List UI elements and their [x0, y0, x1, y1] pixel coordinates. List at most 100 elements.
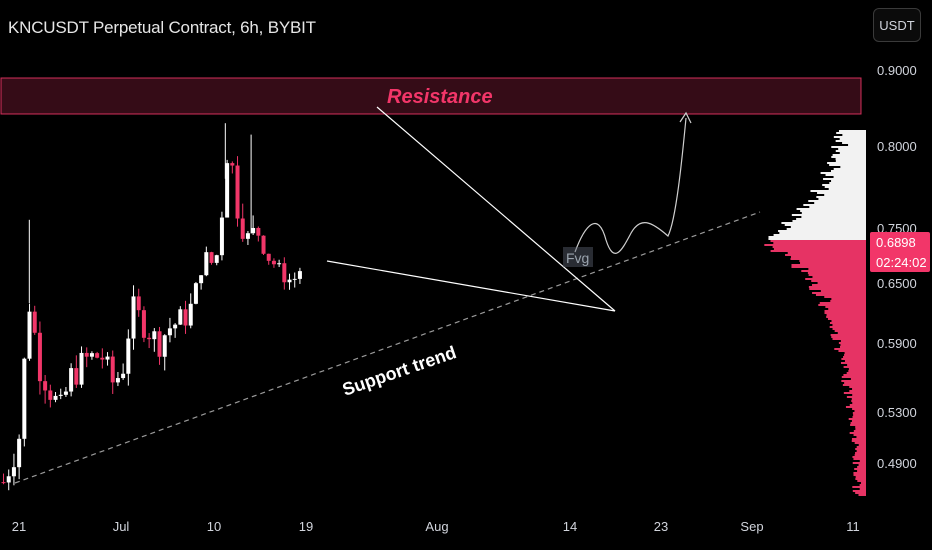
volume-bin [849, 404, 866, 406]
volume-bin [826, 314, 866, 316]
volume-bin [781, 222, 866, 224]
drawings-layer[interactable]: Fvg Resistance Support trend [14, 86, 761, 484]
volume-bin [850, 378, 866, 380]
volume-bin [852, 462, 866, 464]
volume-bin [859, 488, 866, 490]
volume-bin [801, 216, 866, 218]
volume-bin [843, 356, 866, 358]
volume-bin [773, 242, 866, 244]
projected-path[interactable] [574, 117, 687, 254]
candle [178, 306, 183, 325]
volume-bin [852, 388, 866, 390]
volume-bin [826, 316, 866, 318]
candle [22, 357, 27, 447]
volume-bin [848, 370, 866, 372]
volume-bin [855, 478, 866, 480]
volume-bin [837, 332, 866, 334]
volume-bin [855, 426, 866, 428]
volume-bin [799, 260, 866, 262]
candle [37, 321, 42, 395]
volume-bin [824, 310, 866, 312]
volume-bin [836, 132, 866, 134]
volume-bin [852, 490, 866, 492]
volume-bin [790, 226, 866, 228]
volume-bin [787, 252, 866, 254]
candle [230, 161, 235, 174]
volume-bin [835, 140, 866, 142]
candle [79, 346, 84, 388]
candle [95, 351, 100, 359]
volume-bin [852, 408, 866, 410]
volume-bin [770, 240, 866, 242]
candle [126, 329, 131, 386]
time-tick-1: Jul [113, 519, 130, 534]
volume-bin [839, 138, 866, 140]
currency-button[interactable]: USDT [873, 8, 921, 42]
volume-bin [852, 486, 866, 488]
fvg-box[interactable] [563, 247, 593, 267]
support-trendline[interactable] [14, 211, 761, 484]
volume-bin [803, 204, 866, 206]
candle [173, 323, 178, 338]
volume-bin [834, 348, 866, 350]
volume-bin [818, 304, 866, 306]
volume-profile [764, 130, 866, 496]
volume-bin [825, 174, 866, 176]
volume-bin [768, 238, 866, 240]
volume-bin [778, 230, 866, 232]
candle [245, 230, 250, 245]
volume-bin [814, 202, 866, 204]
volume-bin [853, 472, 866, 474]
volume-bin [831, 146, 866, 148]
candle [251, 215, 256, 235]
volume-bin [854, 454, 866, 456]
volume-bin [855, 476, 866, 478]
volume-bin [808, 200, 866, 202]
volume-bin [801, 270, 866, 272]
volume-bin [858, 464, 866, 466]
wedge-lower-line[interactable] [326, 260, 616, 312]
candle [74, 355, 79, 388]
time-axis[interactable]: 21 Jul 10 19 Aug 14 23 Sep 11 [12, 519, 860, 534]
volume-bin [829, 164, 866, 166]
volume-bin [829, 326, 866, 328]
resistance-zone[interactable] [0, 77, 862, 115]
volume-bin [846, 372, 866, 374]
volume-bin [853, 434, 866, 436]
volume-bin [843, 392, 866, 394]
volume-bin [841, 376, 866, 378]
candle [27, 303, 32, 361]
candle [277, 259, 282, 268]
candle [292, 272, 297, 288]
candle [53, 392, 58, 403]
candle [261, 235, 266, 256]
volume-bin [853, 414, 866, 416]
volume-bin [839, 152, 866, 154]
volume-bin [835, 158, 866, 160]
volume-bin [764, 244, 866, 246]
volume-bin [847, 364, 866, 366]
volume-bin [800, 210, 866, 212]
time-tick-0: 21 [12, 519, 26, 534]
volume-bin [846, 396, 866, 398]
volume-bin [849, 386, 866, 388]
wedge-upper-line[interactable] [376, 106, 616, 312]
volume-bin [808, 274, 866, 276]
volume-bin [852, 402, 866, 404]
volume-bin [838, 148, 866, 150]
volume-bin [848, 144, 866, 146]
volume-bin [791, 264, 866, 266]
volume-bin [815, 294, 866, 296]
volume-bin [833, 168, 866, 170]
candle [297, 267, 302, 284]
candle [48, 384, 53, 408]
candle [152, 328, 157, 352]
time-tick-8: 11 [846, 519, 860, 534]
volume-bin [849, 432, 866, 434]
price-axis[interactable]: 0.90000.80000.75000.65000.59000.53000.49… [877, 63, 917, 471]
candle [162, 334, 167, 371]
volume-bin [844, 352, 866, 354]
volume-bin [784, 224, 866, 226]
volume-bin [844, 382, 866, 384]
